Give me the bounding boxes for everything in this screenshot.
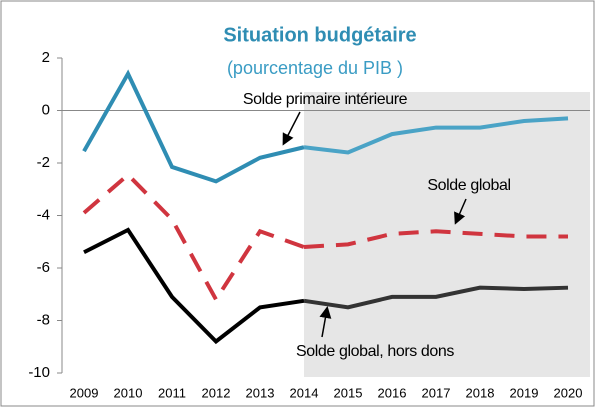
x-tick-label: 2020	[554, 385, 583, 400]
y-tick-label: -10	[28, 364, 50, 381]
line	[82, 172, 305, 304]
y-tick-label: -8	[37, 311, 50, 328]
chart-title: Situation budgétaire	[223, 24, 416, 46]
line	[82, 69, 305, 184]
x-tick-label: 2014	[290, 385, 319, 400]
annotation: Solde primaire intérieure	[243, 91, 408, 108]
y-tick-label: -2	[37, 154, 50, 171]
annotation: Solde global, hors dons	[296, 343, 454, 360]
chart-subtitle: (pourcentage du PIB )	[227, 58, 403, 78]
y-tick-label: 2	[42, 49, 50, 66]
arrow	[282, 111, 301, 146]
x-tick-label: 2017	[422, 385, 451, 400]
y-tick-label: 0	[42, 101, 50, 118]
line	[303, 116, 569, 155]
arrow	[454, 198, 467, 225]
projection-shade	[304, 92, 590, 377]
line	[83, 227, 305, 345]
x-tick-label: 2010	[114, 385, 143, 400]
y-tick-label: -6	[37, 259, 50, 276]
line	[303, 229, 568, 249]
x-tick-label: 2018	[466, 385, 495, 400]
x-tick-label: 2015	[334, 385, 363, 400]
x-tick-label: 2019	[510, 385, 539, 400]
annotation: Solde global	[427, 177, 510, 194]
x-tick-label: 2009	[70, 385, 99, 400]
x-tick-label: 2016	[378, 385, 407, 400]
arrow	[319, 306, 332, 338]
y-tick-label: -4	[37, 206, 50, 223]
x-tick-label: 2011	[158, 385, 186, 400]
x-tick-label: 2012	[202, 385, 231, 400]
line	[303, 285, 569, 310]
x-tick-label: 2013	[246, 385, 275, 400]
